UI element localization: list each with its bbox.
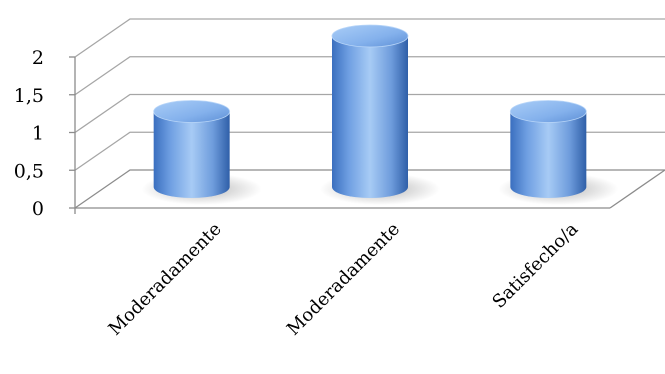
bar-top (153, 100, 231, 123)
x-axis-categories: Moderadamente Moderadamente Satisfecho/a (105, 219, 583, 340)
y-tick-label: 0,5 (14, 160, 44, 182)
bar-body (153, 111, 230, 198)
cylinder-bar (141, 100, 262, 205)
x-category-label: Moderadamente (283, 219, 404, 340)
gridline (74, 93, 665, 134)
y-tick-label: 0 (32, 198, 44, 220)
bar-top (509, 100, 587, 123)
y-tick-label: 1 (32, 123, 44, 145)
x-category-label: Moderadamente (105, 219, 226, 340)
grid-layer (74, 18, 665, 209)
gridline (74, 18, 665, 58)
cylinder-bar (320, 24, 440, 205)
axis-layer (74, 57, 610, 214)
bar-body (332, 36, 408, 198)
x-category-label: Satisfecho/a (488, 219, 582, 313)
gridline (74, 131, 665, 171)
gridline (74, 56, 665, 96)
bar-body (510, 111, 587, 198)
y-axis-ticks: 0 0,5 1 1,5 2 (14, 47, 75, 220)
bars-layer (141, 24, 619, 205)
cylinder-bar (498, 100, 619, 205)
bar-top (331, 24, 409, 48)
y-tick-label: 2 (32, 47, 44, 69)
y-tick-label: 1,5 (14, 85, 44, 107)
